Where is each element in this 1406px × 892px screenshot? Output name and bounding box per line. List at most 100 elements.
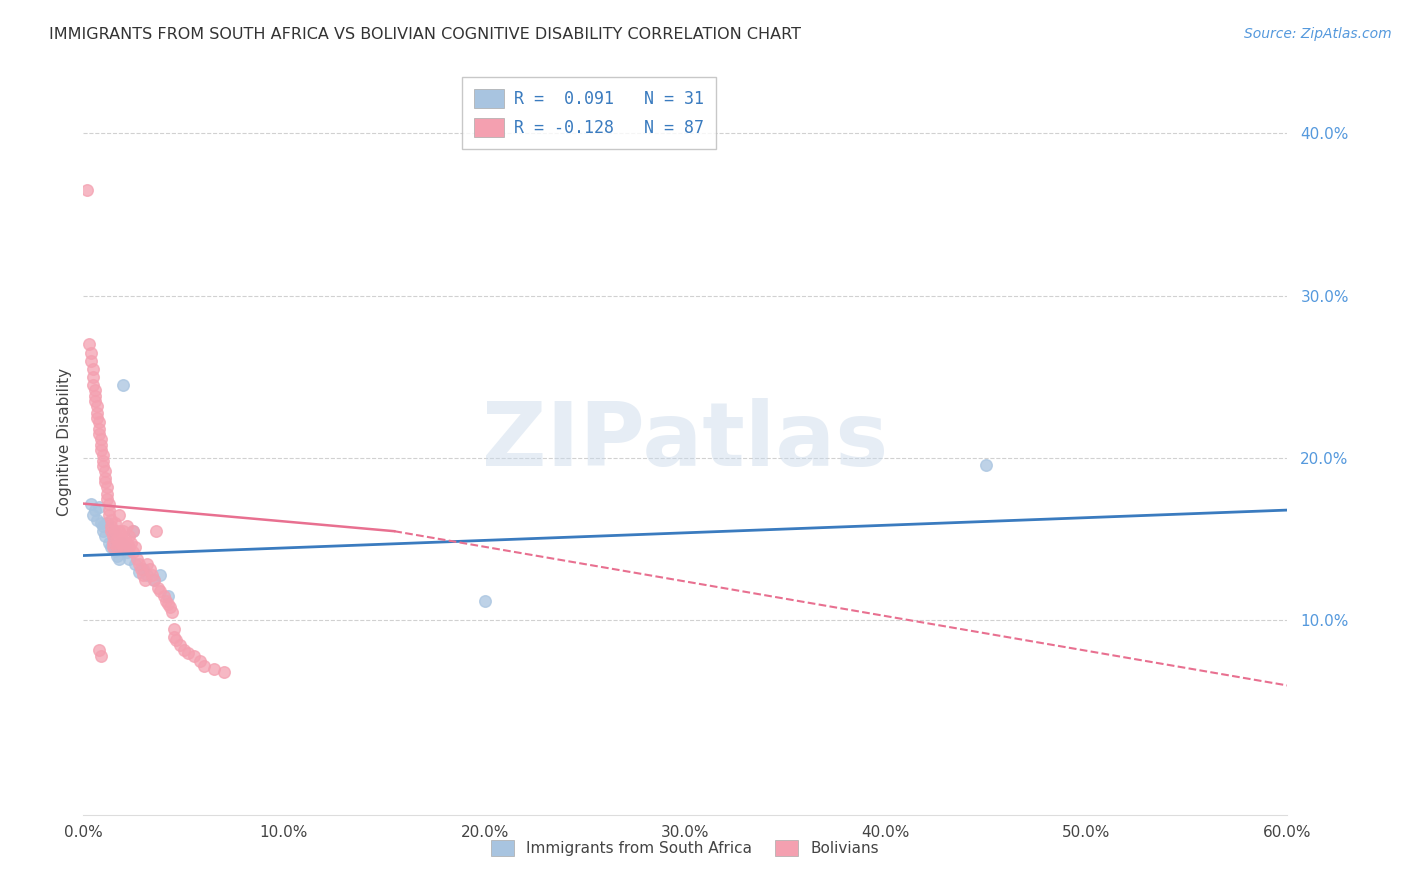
Point <box>152 589 174 603</box>
Point <box>93 448 115 462</box>
Point <box>96 516 118 530</box>
Point <box>96 480 118 494</box>
Text: Source: ZipAtlas.com: Source: ZipAtlas.com <box>1244 27 1392 41</box>
Point <box>103 524 125 539</box>
Point <box>89 422 111 436</box>
Point <box>89 500 111 514</box>
Point <box>94 470 117 484</box>
Point <box>93 524 115 539</box>
Point <box>104 524 127 539</box>
Point <box>112 541 135 555</box>
Point <box>86 410 108 425</box>
Point <box>76 183 98 197</box>
Point <box>156 589 179 603</box>
Point <box>93 454 115 468</box>
Point <box>100 513 122 527</box>
Point <box>114 541 136 555</box>
Point <box>132 568 155 582</box>
Point <box>89 426 111 441</box>
Point <box>100 524 122 539</box>
Point <box>80 497 103 511</box>
Point <box>93 459 115 474</box>
Point <box>94 529 117 543</box>
Point <box>136 557 159 571</box>
Point <box>202 662 225 676</box>
Point <box>86 399 108 413</box>
Legend: Immigrants from South Africa, Bolivians: Immigrants from South Africa, Bolivians <box>484 832 887 863</box>
Point <box>94 475 117 490</box>
Point <box>96 487 118 501</box>
Point <box>82 370 104 384</box>
Point <box>127 551 149 566</box>
Point <box>117 535 139 549</box>
Point <box>128 557 150 571</box>
Point <box>138 561 160 575</box>
Point <box>103 541 125 555</box>
Point <box>84 383 107 397</box>
Point <box>162 622 184 636</box>
Point <box>93 519 115 533</box>
Point <box>80 353 103 368</box>
Point <box>100 541 122 555</box>
Point <box>84 389 107 403</box>
Point <box>118 551 141 566</box>
Point <box>103 535 125 549</box>
Point <box>148 568 170 582</box>
Point <box>131 561 153 575</box>
Point <box>82 378 104 392</box>
Point <box>105 533 128 547</box>
Point <box>112 524 135 539</box>
Point <box>122 524 145 539</box>
Point <box>169 638 191 652</box>
Point <box>159 600 181 615</box>
Point <box>183 649 205 664</box>
Point <box>118 529 141 543</box>
Point <box>112 378 135 392</box>
Point <box>120 535 142 549</box>
Point <box>105 541 128 555</box>
Point <box>134 573 156 587</box>
Point <box>89 416 111 430</box>
Point <box>148 584 170 599</box>
Point <box>118 541 141 555</box>
Point <box>103 529 125 543</box>
Point <box>132 561 155 575</box>
Point <box>160 606 183 620</box>
Point <box>82 362 104 376</box>
Point <box>141 568 163 582</box>
Point <box>98 503 121 517</box>
Point <box>90 516 112 530</box>
Point <box>117 519 139 533</box>
Point <box>84 394 107 409</box>
Point <box>108 551 131 566</box>
Point <box>124 557 146 571</box>
Point <box>128 565 150 579</box>
Point <box>86 513 108 527</box>
Point <box>173 642 195 657</box>
Point <box>80 345 103 359</box>
Point <box>86 406 108 420</box>
Point <box>110 529 132 543</box>
Point <box>974 458 997 472</box>
Point <box>122 545 145 559</box>
Y-axis label: Cognitive Disability: Cognitive Disability <box>58 368 72 516</box>
Point <box>122 524 145 539</box>
Point <box>142 573 165 587</box>
Point <box>90 443 112 458</box>
Point <box>100 519 122 533</box>
Point <box>146 581 169 595</box>
Point <box>142 573 165 587</box>
Point <box>79 337 101 351</box>
Point <box>90 432 112 446</box>
Point <box>104 543 127 558</box>
Point <box>117 545 139 559</box>
Point <box>82 508 104 522</box>
Point <box>98 535 121 549</box>
Point <box>162 630 184 644</box>
Point <box>114 541 136 555</box>
Point <box>98 497 121 511</box>
Point <box>124 541 146 555</box>
Text: IMMIGRANTS FROM SOUTH AFRICA VS BOLIVIAN COGNITIVE DISABILITY CORRELATION CHART: IMMIGRANTS FROM SOUTH AFRICA VS BOLIVIAN… <box>49 27 801 42</box>
Point <box>90 649 112 664</box>
Point <box>90 438 112 452</box>
